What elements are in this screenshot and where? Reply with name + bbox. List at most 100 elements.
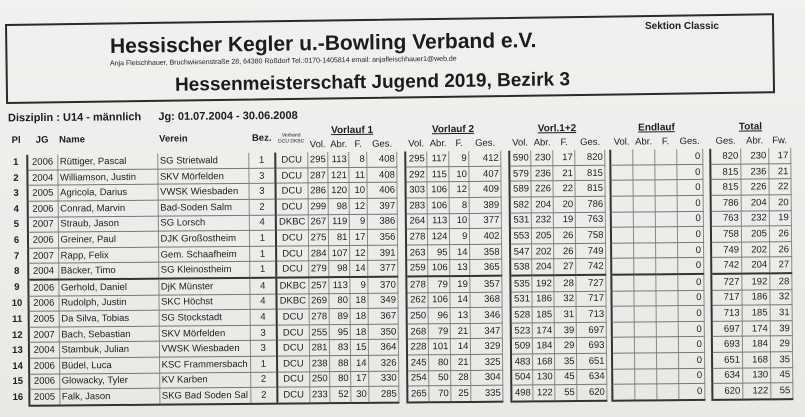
player-name: Stambuk, Julian xyxy=(58,341,160,358)
endlauf-abr xyxy=(633,290,657,307)
total-abr: 184 xyxy=(742,336,771,352)
association: DKBC xyxy=(275,214,309,231)
vorl12-ges: 713 xyxy=(576,306,607,323)
vorl12-abr: 232 xyxy=(531,212,554,229)
vorlauf2-f: 28 xyxy=(451,369,472,386)
endlauf-abr xyxy=(633,195,656,212)
birth-year: 2006 xyxy=(27,154,58,171)
vorlauf1-abr: 80 xyxy=(329,293,351,309)
vorlauf2-f: 9 xyxy=(449,228,471,245)
endlauf-f xyxy=(656,352,679,369)
endlauf-f xyxy=(656,305,679,322)
vorlauf2-abr: 117 xyxy=(427,151,450,167)
endlauf-abr xyxy=(634,305,657,322)
vorlauf2-f: 14 xyxy=(450,291,471,308)
vorlauf1-abr: 95 xyxy=(329,324,351,340)
vorlauf1-vol: 279 xyxy=(308,261,330,278)
association: DCU xyxy=(276,324,309,341)
col-bez: Bez. xyxy=(251,132,272,144)
vorl12-vol: 589 xyxy=(509,181,532,198)
vorlauf2-ges: 402 xyxy=(469,228,503,245)
player-name: Rüttiger, Pascal xyxy=(57,153,158,170)
column-gap xyxy=(398,244,407,261)
group-vorlauf2: Vorlauf 2 xyxy=(431,123,475,136)
birth-years: Jg: 01.07.2004 - 30.06.2008 xyxy=(158,109,298,124)
column-gap xyxy=(704,305,713,322)
association: DCU xyxy=(277,355,310,372)
results-table: Pl JG Name Verein Bez. Verband DCU DKBC … xyxy=(5,119,793,407)
place: 16 xyxy=(7,389,30,406)
player-name: Bach, Sebastian xyxy=(58,325,159,343)
vorlauf2-vol: 303 xyxy=(405,182,428,198)
column-gap xyxy=(502,322,511,339)
column-gap xyxy=(501,150,510,166)
endlauf-f xyxy=(656,383,679,401)
club: SG Stockstadt xyxy=(158,309,250,326)
total-abr: 122 xyxy=(742,382,771,400)
vorlauf2-ges: 365 xyxy=(470,259,503,276)
vorlauf1-abr: 83 xyxy=(329,339,351,356)
discipline-label: Disziplin : U14 - männlich xyxy=(7,111,142,125)
birth-year: 2006 xyxy=(28,295,59,312)
vorlauf1-col-vol: Vol. xyxy=(309,139,326,151)
vorl12-vol: 547 xyxy=(510,243,533,260)
vorl12-vol: 531 xyxy=(510,291,533,308)
place: 10 xyxy=(6,295,29,312)
vorlauf1-f: 18 xyxy=(350,292,369,309)
gap xyxy=(703,134,711,149)
vorlauf2-ges: 358 xyxy=(470,243,503,260)
vorlauf1-col-ges: Ges. xyxy=(372,139,393,151)
vorlauf2-abr: 106 xyxy=(427,197,450,214)
vorlauf1-ges: 391 xyxy=(368,244,399,261)
vorlauf2-col-f: F. xyxy=(455,138,463,150)
birth-year: 2004 xyxy=(28,342,60,359)
vorl12-ges: 786 xyxy=(575,196,606,213)
club: KSC Frammersbach xyxy=(159,356,251,373)
vorl12-ges: 763 xyxy=(575,211,606,228)
place: 8 xyxy=(6,263,29,280)
birth-year: 2006 xyxy=(27,232,59,249)
vorl12-ges: 742 xyxy=(576,258,607,275)
endlauf-vol xyxy=(610,149,633,165)
vorl12-abr: 204 xyxy=(532,259,555,276)
total-ges: 634 xyxy=(712,367,743,384)
vorlauf2-ges: 325 xyxy=(470,354,504,370)
vorl12-ges: 820 xyxy=(575,149,606,166)
player-name: Büdel, Luca xyxy=(59,357,160,374)
total-fw: 39 xyxy=(770,320,793,337)
district: 2 xyxy=(250,371,278,388)
vorlauf2-f: 13 xyxy=(450,307,471,324)
vorlauf2-ges: 335 xyxy=(471,385,504,402)
total-abr: 205 xyxy=(741,225,770,242)
vorl12-abr: 130 xyxy=(533,369,556,385)
vorlauf2-abr: 79 xyxy=(428,323,451,340)
column-gap xyxy=(703,210,712,227)
vorlauf1-f: 11 xyxy=(349,167,368,183)
endlauf-vol xyxy=(612,384,635,401)
association: DCU xyxy=(276,230,309,246)
vorl12-ges: 651 xyxy=(576,353,608,370)
column-gap xyxy=(398,339,407,355)
total-fw: 32 xyxy=(769,289,793,305)
endlauf-ges: 0 xyxy=(676,179,704,196)
vorlauf1-ges: 377 xyxy=(368,260,399,277)
total-abr: 202 xyxy=(741,241,770,258)
endlauf-ges: 0 xyxy=(677,210,704,227)
endlauf-ges: 0 xyxy=(676,149,703,165)
vorl12-f: 55 xyxy=(555,384,578,401)
player-name: Gerhold, Daniel xyxy=(58,278,159,296)
total-fw: 26 xyxy=(769,225,792,242)
player-name: Da Silva, Tobias xyxy=(58,310,159,327)
column-gap xyxy=(398,354,408,371)
vorl12-f: 20 xyxy=(553,196,576,213)
column-gap xyxy=(503,369,512,386)
vorlauf1-f: 9 xyxy=(349,213,368,230)
district: 4 xyxy=(249,293,277,310)
vorlauf1-vol: 299 xyxy=(307,198,329,215)
column-gap xyxy=(502,243,511,260)
endlauf-vol xyxy=(612,321,635,338)
vorl12-vol: 535 xyxy=(510,275,533,292)
vorlauf1-f: 17 xyxy=(349,229,369,246)
endlauf-vol xyxy=(610,164,633,181)
vorl12-abr: 192 xyxy=(532,275,555,292)
